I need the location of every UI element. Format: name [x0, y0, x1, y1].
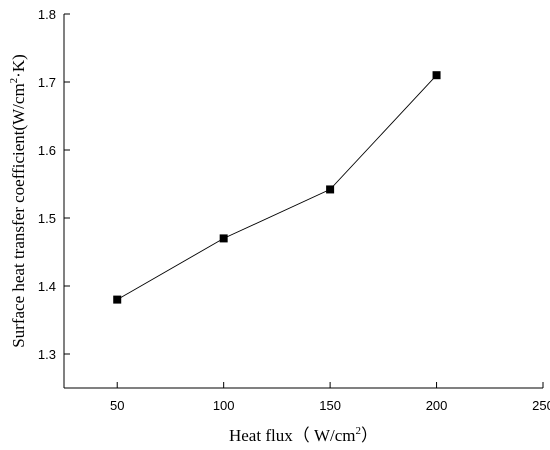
y-tick-label: 1.4 — [38, 279, 56, 294]
y-tick-label: 1.3 — [38, 347, 56, 362]
y-axis-title-sup: 2 — [8, 78, 20, 84]
x-tick-label: 200 — [426, 398, 448, 413]
x-ticks: 50 100 150 200 250 — [110, 382, 550, 413]
y-tick-label: 1.7 — [38, 75, 56, 90]
x-tick-label: 150 — [319, 398, 341, 413]
y-axis-title: Surface heat transfer coefficient(W/cm2·… — [8, 54, 28, 348]
x-tick-label: 50 — [110, 398, 124, 413]
x-axis-title: Heat flux（ W/cm2） — [229, 425, 378, 445]
y-tick-label: 1.8 — [38, 7, 56, 22]
y-tick-label: 1.6 — [38, 143, 56, 158]
data-point — [113, 295, 122, 304]
data-point — [432, 71, 441, 80]
x-tick-label: 100 — [213, 398, 235, 413]
y-ticks: 1.3 1.4 1.5 1.6 1.7 1.8 — [38, 7, 70, 362]
x-axis-title-end: ） — [361, 426, 378, 445]
data-point — [219, 234, 228, 243]
y-tick-label: 1.5 — [38, 211, 56, 226]
x-tick-label: 250 — [532, 398, 550, 413]
series-line — [116, 74, 437, 300]
x-axis-title-main: Heat flux（ W/cm — [229, 426, 356, 445]
data-point — [326, 185, 335, 194]
y-axis-title-main: Surface heat transfer coefficient(W/cm — [9, 83, 28, 347]
x-axis-title-sup: 2 — [356, 425, 362, 437]
y-axis-title-end: ·K) — [9, 54, 28, 78]
axes — [63, 14, 543, 389]
plot-area — [113, 71, 441, 304]
